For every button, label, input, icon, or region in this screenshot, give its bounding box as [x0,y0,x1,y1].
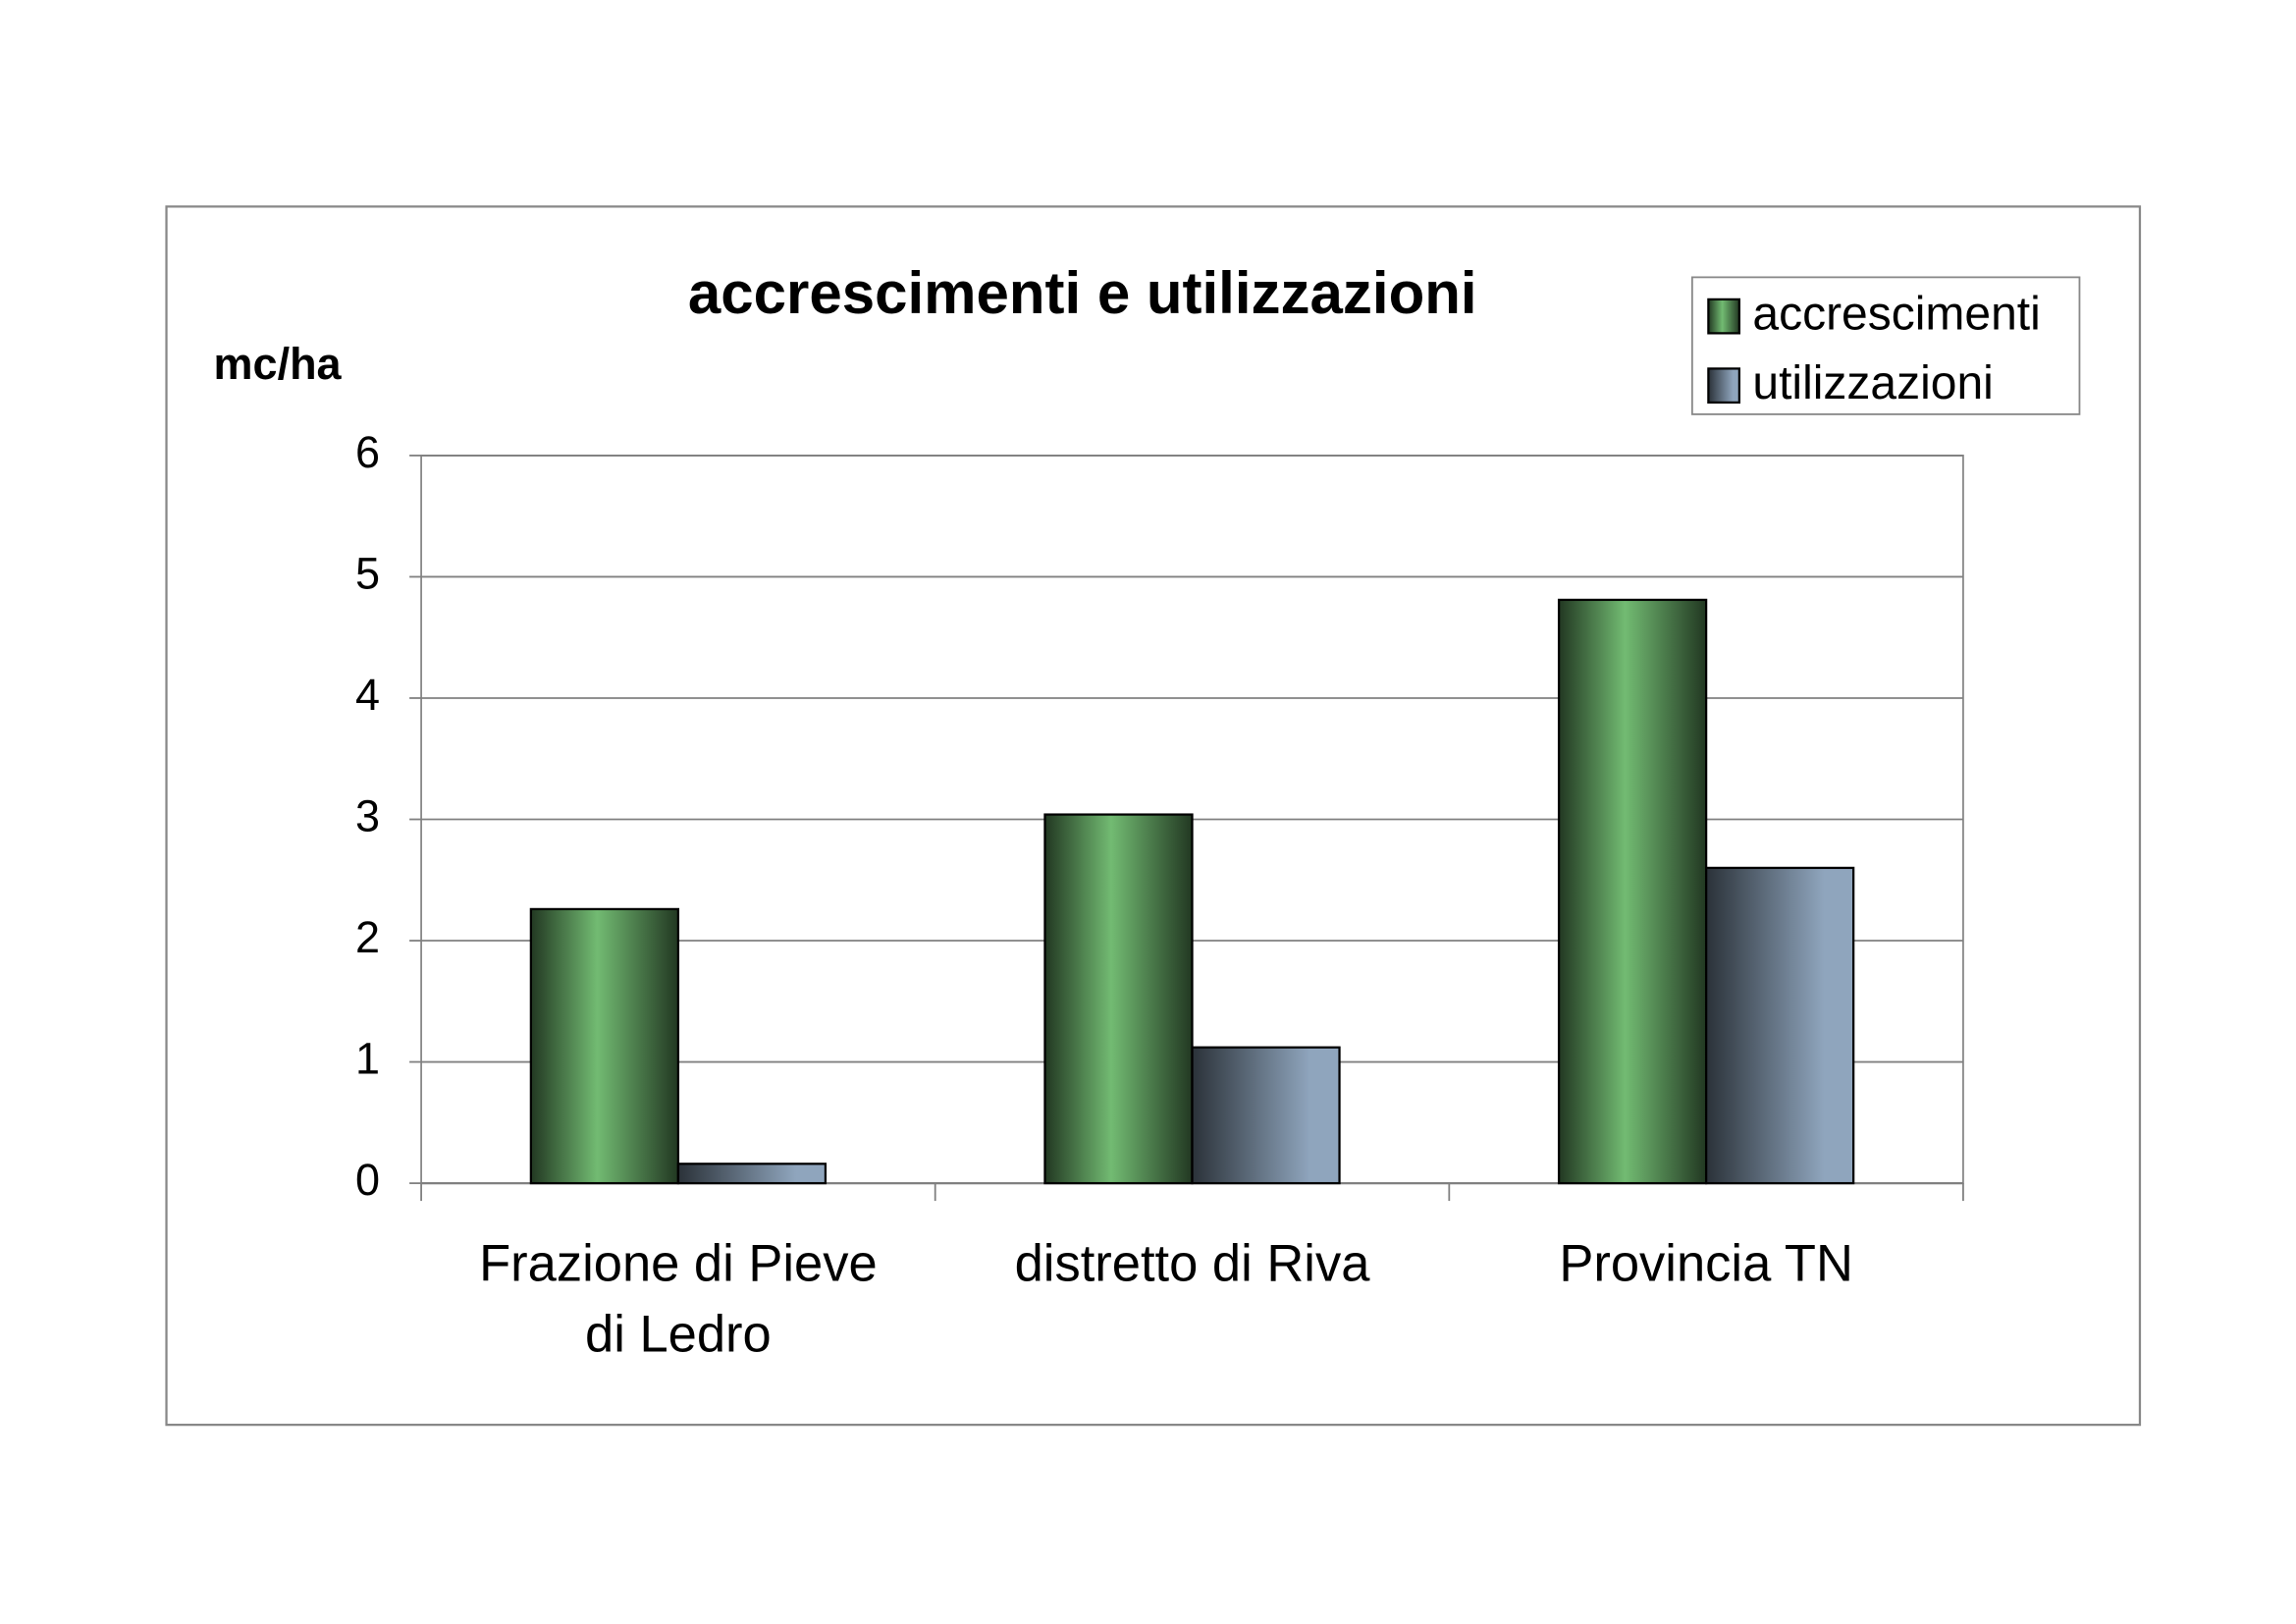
bar [529,907,680,1185]
y-tick-label: 2 [355,912,380,962]
bar [1043,813,1194,1185]
x-tick-label: Frazione di Pieve di Ledro [479,1234,878,1363]
bar [1704,866,1855,1185]
legend-label: utilizzazioni [1752,357,1993,409]
y-tick-label: 0 [355,1155,380,1205]
y-axis-label: mc/ha [214,339,343,389]
y-tick-label: 3 [355,790,380,840]
x-tick-label: distretto di Riva [1015,1234,1371,1292]
chart-title: accrescimenti e utilizzazioni [688,260,1477,326]
legend-label: accrescimenti [1752,289,2040,341]
bar [1557,598,1708,1185]
y-tick-label: 1 [355,1033,380,1083]
legend-box [1690,276,2081,415]
bar [676,1163,828,1185]
bar [1191,1046,1341,1185]
legend-swatch [1707,367,1741,405]
x-tick-label: Provincia TN [1559,1234,1853,1292]
y-tick-label: 4 [355,670,380,720]
legend-swatch [1707,298,1741,335]
y-tick-label: 6 [355,427,380,477]
y-tick-label: 5 [355,548,380,598]
